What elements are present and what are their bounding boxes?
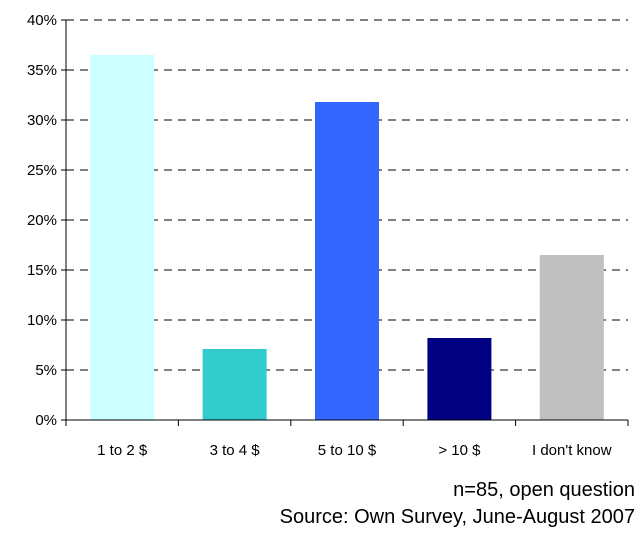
labels: 0% 5% 10% 15% 20% 25% 30% 35% 40% 1 to 2 $ 3 to 4 … — [27, 12, 612, 459]
y-tick-label: 10% — [27, 312, 57, 329]
y-tick-label: 15% — [27, 262, 57, 279]
y-tick-label: 25% — [27, 162, 57, 179]
x-category-label: > 10 $ — [438, 442, 481, 459]
y-tick-label: 30% — [27, 112, 57, 129]
bar — [427, 338, 492, 420]
source-note: Source: Own Survey, June-August 2007 — [279, 506, 635, 528]
bar — [315, 102, 379, 420]
y-tick-label: 0% — [35, 412, 57, 429]
x-category-label: 5 to 10 $ — [318, 442, 377, 459]
y-tick-label: 40% — [27, 12, 57, 29]
bars — [90, 55, 604, 420]
bar — [90, 55, 155, 420]
sample-note: n=85, open question — [453, 479, 635, 501]
y-tick-label: 5% — [35, 362, 57, 379]
bar — [539, 255, 604, 420]
x-category-label: I don't know — [532, 442, 612, 459]
x-category-label: 1 to 2 $ — [97, 442, 148, 459]
y-tick-label: 35% — [27, 62, 57, 79]
y-tick-label: 20% — [27, 212, 57, 229]
bar-chart: 0% 5% 10% 15% 20% 25% 30% 35% 40% 1 to 2 $ 3 to 4 … — [27, 12, 629, 459]
bar — [202, 349, 267, 420]
x-category-label: 3 to 4 $ — [210, 442, 261, 459]
axes — [61, 19, 629, 426]
